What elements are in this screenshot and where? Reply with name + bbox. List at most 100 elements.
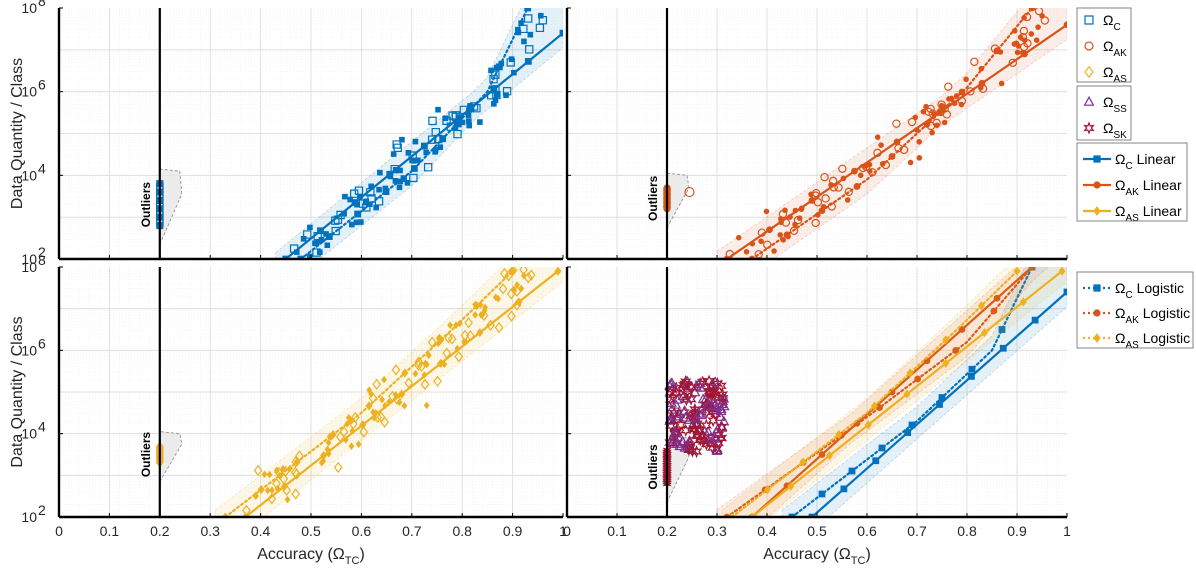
data-point: [789, 226, 799, 235]
x-axis-label: Accuracy (ΩTC): [257, 546, 365, 567]
data-point: [373, 204, 379, 211]
data-point: [811, 218, 820, 228]
data-point: [892, 119, 901, 128]
logistic-fit-marker: [382, 188, 390, 196]
legend-box: [1076, 85, 1132, 141]
cluster-point-SS: [709, 431, 720, 442]
logistic-fit-marker: [914, 375, 922, 383]
legend-marker: [1084, 41, 1094, 51]
data-point: [498, 283, 508, 295]
linear-fit-marker: [936, 401, 943, 408]
data-point: [437, 144, 444, 150]
logistic-fit-marker: [1013, 267, 1021, 276]
data-point: [1008, 58, 1017, 67]
x-tick-label: 0.3: [707, 523, 727, 539]
legend-box: [1076, 7, 1132, 83]
data-point: [333, 461, 343, 474]
data-point: [1034, 8, 1044, 16]
cluster-point-SS: [672, 410, 684, 421]
logistic-fit-marker: [870, 401, 879, 411]
y-tick-exponent: 6: [38, 77, 46, 93]
data-point: [307, 224, 313, 231]
linear-fit-marker: [993, 294, 1001, 302]
cluster-point-SS: [711, 404, 722, 415]
data-point: [312, 248, 321, 257]
data-point: [944, 82, 953, 91]
data-point: [916, 138, 922, 145]
y-tick-label: 10: [21, 0, 37, 16]
data-point: [771, 248, 777, 254]
legend-label: ΩSK: [1103, 120, 1127, 141]
data-point: [367, 194, 376, 203]
data-point: [269, 486, 275, 495]
data-point: [454, 350, 464, 363]
logistic-fit-marker: [783, 231, 791, 239]
data-point: [423, 163, 433, 172]
x-tick-label: 0: [55, 523, 63, 539]
data-point: [414, 356, 424, 368]
linear-fit-marker: [818, 451, 826, 458]
data-point: [482, 303, 488, 312]
data-point: [821, 194, 830, 203]
logistic-fit-marker: [848, 467, 856, 475]
outliers-label: Outliers: [139, 182, 153, 228]
logistic-fit-marker: [437, 335, 445, 345]
y-tick-label: 10: [21, 259, 37, 275]
data-point: [507, 310, 516, 322]
data-point: [907, 159, 914, 166]
legend-label: ΩAK Linear: [1115, 177, 1182, 198]
data-point: [289, 244, 299, 253]
legend-label: ΩAS: [1103, 64, 1127, 85]
cluster-point-SK: [705, 387, 717, 401]
cluster-point-SK: [690, 444, 703, 459]
data-point: [514, 281, 520, 289]
data-point: [432, 147, 439, 153]
outliers-label: Outliers: [646, 175, 660, 221]
linear-fit-marker: [1031, 316, 1039, 324]
cluster-point-SK: [675, 418, 687, 432]
data-point: [320, 457, 327, 465]
linear-fit-marker: [942, 358, 950, 368]
linear-fit-marker: [825, 450, 834, 461]
cluster-point-SS: [718, 392, 730, 403]
cluster-point-SS: [666, 437, 678, 448]
logistic-fit-marker: [439, 135, 447, 143]
legend-item-SK: ΩSK: [1083, 120, 1127, 141]
data-point: [266, 470, 273, 479]
logistic-fit-marker: [473, 301, 481, 311]
outliers-label: Outliers: [646, 444, 660, 490]
linear-fit-marker: [808, 197, 816, 204]
legend-label: ΩAS Logistic: [1115, 330, 1190, 351]
logistic-fit-marker: [1028, 267, 1036, 271]
grid: [59, 267, 563, 517]
data-point: [412, 369, 419, 378]
logistic-fit-marker: [990, 307, 998, 315]
x-tick-label: 0.4: [757, 523, 777, 539]
series-C: [781, 267, 1067, 517]
cluster-point-SK: [695, 429, 708, 443]
cluster-point-SK: [707, 414, 719, 428]
logistic-fit-marker: [958, 88, 966, 96]
data-point: [300, 235, 307, 242]
data-point: [758, 238, 764, 245]
x-tick-label: 0.3: [200, 523, 220, 539]
logistic-fit-marker: [495, 63, 503, 71]
data-point: [792, 221, 798, 228]
legend-label: ΩC Logistic: [1115, 280, 1184, 301]
linear-fit-marker: [1063, 21, 1067, 29]
confidence-band-C: [781, 267, 1067, 517]
linear-fit-marker: [437, 358, 445, 368]
logistic-fit-marker: [1028, 8, 1036, 12]
linear-fit-marker: [490, 86, 498, 93]
data-point: [488, 67, 494, 74]
data-point: [425, 351, 432, 359]
data-point: [519, 267, 528, 276]
data-point: [838, 164, 847, 173]
data-point: [362, 203, 371, 212]
linear-fit-marker: [999, 344, 1007, 352]
data-point: [391, 364, 401, 376]
grid: [567, 267, 1067, 517]
data-point: [435, 106, 441, 113]
cluster-point-SS: [669, 425, 681, 436]
outlier-region: [159, 168, 183, 245]
